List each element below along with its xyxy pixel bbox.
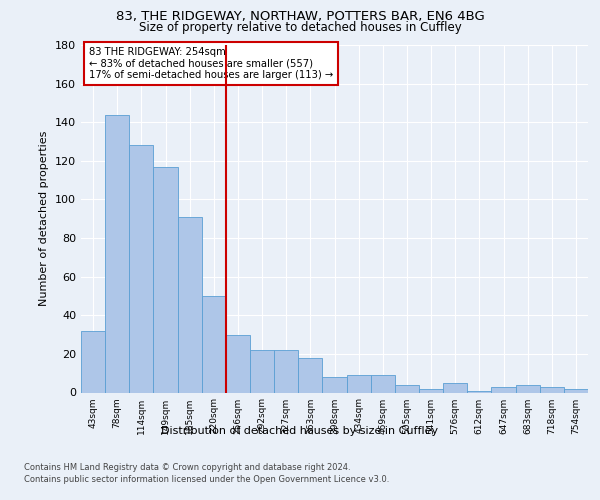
Text: Contains public sector information licensed under the Open Government Licence v3: Contains public sector information licen…: [24, 475, 389, 484]
Bar: [347, 375, 371, 392]
Bar: [129, 146, 154, 392]
Bar: [274, 350, 298, 393]
Bar: [491, 386, 515, 392]
Bar: [371, 375, 395, 392]
Text: Contains HM Land Registry data © Crown copyright and database right 2024.: Contains HM Land Registry data © Crown c…: [24, 462, 350, 471]
Bar: [250, 350, 274, 393]
Bar: [540, 386, 564, 392]
Bar: [226, 334, 250, 392]
Y-axis label: Number of detached properties: Number of detached properties: [40, 131, 49, 306]
Bar: [105, 114, 129, 392]
Text: Distribution of detached houses by size in Cuffley: Distribution of detached houses by size …: [161, 426, 439, 436]
Bar: [395, 385, 419, 392]
Text: 83 THE RIDGEWAY: 254sqm
← 83% of detached houses are smaller (557)
17% of semi-d: 83 THE RIDGEWAY: 254sqm ← 83% of detache…: [89, 46, 333, 80]
Bar: [419, 388, 443, 392]
Bar: [443, 383, 467, 392]
Text: Size of property relative to detached houses in Cuffley: Size of property relative to detached ho…: [139, 21, 461, 34]
Bar: [322, 377, 347, 392]
Bar: [81, 330, 105, 392]
Bar: [202, 296, 226, 392]
Text: 83, THE RIDGEWAY, NORTHAW, POTTERS BAR, EN6 4BG: 83, THE RIDGEWAY, NORTHAW, POTTERS BAR, …: [116, 10, 484, 23]
Bar: [154, 166, 178, 392]
Bar: [564, 388, 588, 392]
Bar: [515, 385, 540, 392]
Bar: [467, 390, 491, 392]
Bar: [178, 217, 202, 392]
Bar: [298, 358, 322, 392]
